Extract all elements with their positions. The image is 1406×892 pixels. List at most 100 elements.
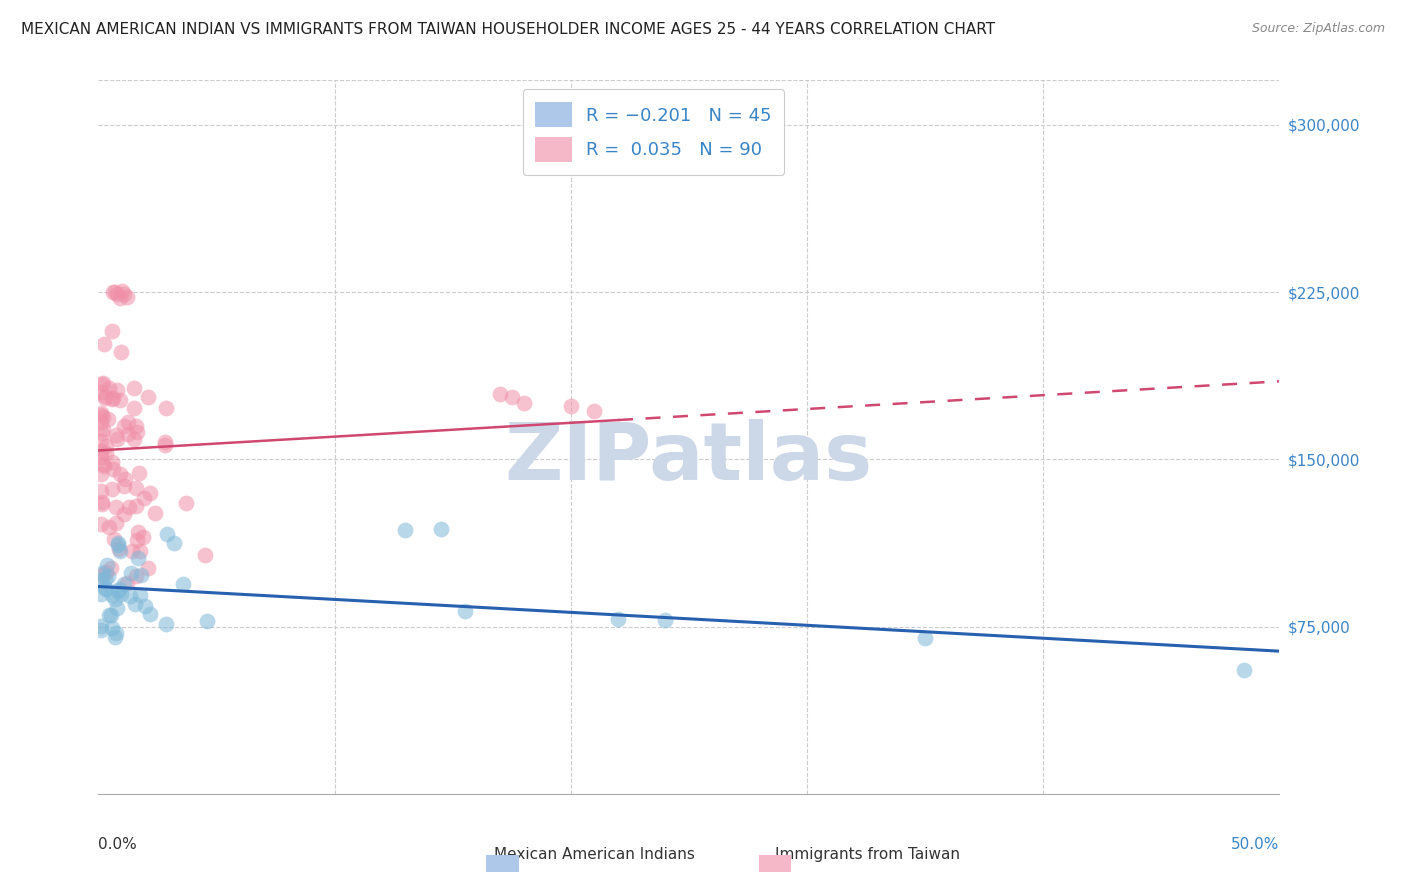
Point [96, 565, 118, 579]
Point [583, 404, 606, 418]
Point [107, 538, 129, 552]
Point [125, 569, 148, 583]
Point [97, 411, 120, 425]
Point [105, 601, 128, 615]
Point [107, 541, 129, 556]
Point [90, 444, 112, 458]
Point [914, 632, 936, 646]
Point [128, 467, 150, 481]
Point [394, 523, 416, 537]
Point [131, 567, 153, 582]
Text: Mexican American Indians: Mexican American Indians [494, 847, 695, 863]
Point [501, 390, 523, 404]
Point [124, 597, 146, 611]
Point [153, 434, 176, 449]
Point [91, 457, 114, 471]
Text: 50.0%: 50.0% [1232, 837, 1279, 852]
Point [143, 506, 166, 520]
Point [512, 396, 534, 410]
Point [91, 422, 114, 436]
Point [174, 496, 197, 510]
Point [90, 623, 112, 637]
Point [111, 285, 134, 299]
Point [94, 439, 117, 453]
Point [125, 481, 148, 495]
Point [163, 535, 186, 549]
Point [91, 566, 114, 581]
Point [90, 384, 112, 399]
Point [107, 583, 129, 598]
Point [104, 428, 127, 442]
Point [155, 401, 177, 415]
Point [105, 384, 128, 398]
Point [90, 425, 112, 440]
Point [110, 587, 132, 601]
Text: Source: ZipAtlas.com: Source: ZipAtlas.com [1251, 22, 1385, 36]
Point [103, 533, 125, 547]
Text: ZIPatlas: ZIPatlas [505, 419, 873, 498]
Point [136, 390, 159, 404]
Point [108, 291, 131, 305]
Point [117, 426, 139, 441]
Point [90, 483, 112, 498]
Point [155, 527, 177, 541]
Point [127, 533, 149, 547]
Point [110, 543, 132, 558]
Point [90, 619, 112, 633]
Point [94, 389, 117, 403]
Point [91, 497, 114, 511]
Point [90, 406, 112, 420]
Point [108, 392, 131, 407]
Point [90, 568, 112, 582]
Text: 0.0%: 0.0% [98, 837, 138, 852]
Point [90, 467, 112, 481]
Point [90, 573, 112, 587]
Point [100, 589, 122, 603]
Point [90, 434, 112, 449]
Point [94, 582, 117, 596]
Point [90, 517, 112, 532]
Point [125, 499, 148, 513]
Point [127, 525, 149, 540]
Point [97, 569, 120, 583]
Point [114, 577, 136, 591]
Point [101, 455, 124, 469]
Point [114, 472, 136, 486]
Point [94, 572, 117, 586]
Point [1233, 664, 1256, 678]
Point [129, 588, 152, 602]
Point [105, 516, 128, 530]
Point [104, 630, 127, 644]
Point [112, 286, 135, 301]
Text: Immigrants from Taiwan: Immigrants from Taiwan [775, 847, 960, 863]
Point [127, 551, 149, 566]
Point [453, 604, 475, 618]
Point [131, 530, 153, 544]
Point [108, 467, 131, 481]
Point [98, 381, 121, 395]
Point [117, 415, 139, 429]
Point [107, 536, 129, 550]
Point [118, 589, 141, 603]
Point [90, 416, 112, 430]
Point [97, 519, 120, 533]
Point [90, 586, 112, 600]
Point [90, 409, 112, 423]
Point [100, 324, 122, 338]
Point [139, 607, 162, 621]
Point [115, 575, 138, 590]
Point [100, 482, 122, 496]
Point [134, 599, 156, 614]
Point [98, 607, 121, 622]
Point [153, 438, 176, 452]
Point [101, 285, 124, 299]
Point [94, 445, 117, 459]
Point [100, 608, 122, 623]
Point [104, 500, 127, 514]
Point [91, 376, 114, 391]
Point [104, 285, 127, 299]
Point [430, 523, 453, 537]
Point [654, 613, 676, 627]
Point [101, 392, 124, 406]
Point [91, 494, 114, 508]
